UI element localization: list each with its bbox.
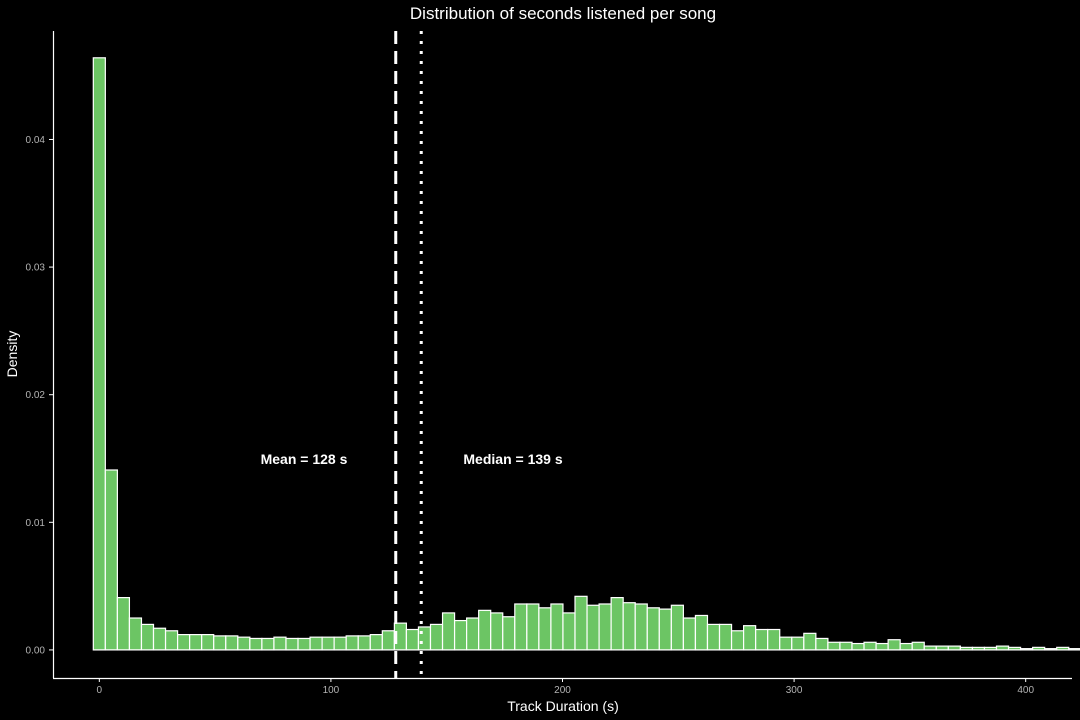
median-annotation: Median = 139 s	[463, 451, 562, 467]
x-tick-label: 300	[786, 685, 803, 696]
histogram-bar	[718, 623, 733, 651]
x-tick-label: 400	[1017, 685, 1034, 696]
y-tick-label: 0.02	[26, 390, 46, 401]
histogram-bar	[490, 612, 504, 651]
histogram-bar	[670, 604, 684, 651]
histogram-bar	[658, 608, 672, 651]
histogram-bar	[514, 603, 528, 651]
histogram-bar	[730, 630, 745, 651]
histogram-bar	[478, 609, 492, 651]
histogram-bar	[189, 634, 203, 651]
histogram-bar	[706, 623, 721, 651]
histogram-bar	[213, 635, 227, 651]
histogram-bar	[634, 603, 648, 651]
histogram-bar	[429, 623, 444, 651]
histogram-bar	[152, 627, 167, 651]
axes	[52, 31, 1072, 680]
histogram-bar	[140, 623, 155, 651]
histogram-bar	[526, 603, 540, 651]
histogram-bar	[116, 596, 131, 651]
x-tick-label: 200	[554, 685, 571, 696]
histogram-bar	[839, 641, 853, 651]
histogram-bar	[598, 603, 612, 651]
histogram-bar	[538, 607, 552, 651]
y-tick-label: 0.04	[26, 135, 46, 146]
histogram-bar	[369, 634, 383, 651]
histogram-bar	[550, 603, 564, 651]
histogram-bar	[899, 642, 913, 651]
y-axis-ticks: 0.00 0.01 0.02 0.03 0.04	[26, 135, 53, 656]
histogram-bar	[128, 617, 143, 651]
y-tick-label: 0.03	[26, 263, 46, 274]
histogram-bar	[803, 632, 817, 651]
histogram-bar	[1068, 648, 1080, 651]
histogram-bar	[453, 619, 468, 651]
histogram-bar	[177, 634, 191, 651]
histogram-bar	[441, 612, 456, 651]
x-tick-label: 100	[323, 685, 340, 696]
histogram-bar	[791, 636, 805, 651]
x-tick-label: 0	[97, 685, 103, 696]
histogram-bar	[273, 636, 287, 651]
histogram-bar	[767, 628, 781, 651]
histogram-bar	[755, 628, 769, 651]
histogram-bar	[610, 596, 624, 651]
histogram-bar	[309, 636, 323, 651]
x-axis-ticks: 0 100 200 300 400	[97, 678, 1034, 696]
mean-annotation: Mean = 128 s	[261, 451, 348, 467]
y-tick-label: 0.01	[26, 518, 46, 529]
histogram-bar	[92, 57, 106, 651]
histogram-bar	[779, 636, 793, 651]
chart-title: Distribution of seconds listened per son…	[410, 4, 716, 23]
histogram-bar	[357, 635, 371, 651]
histogram-bar	[333, 636, 347, 651]
x-axis-label: Track Duration (s)	[507, 698, 619, 714]
histogram-bar	[466, 617, 480, 651]
reference-lines	[394, 31, 423, 678]
y-axis-label: Density	[4, 331, 20, 378]
histogram-bar	[622, 602, 636, 651]
histogram-bar	[104, 469, 118, 651]
histogram-bar	[682, 617, 697, 651]
histogram-bar	[261, 637, 275, 651]
histogram-bar	[502, 616, 516, 651]
histogram-bar	[405, 628, 420, 651]
histogram-bar	[285, 637, 299, 651]
histogram-bar	[646, 607, 660, 651]
histogram-bar	[225, 635, 239, 651]
histogram-bar	[911, 641, 925, 651]
histogram-bar	[345, 635, 359, 651]
histogram-bar	[249, 637, 263, 651]
histogram-bar	[562, 612, 576, 651]
histogram-bar	[201, 634, 215, 651]
histogram-bar	[827, 641, 841, 651]
histogram-bars	[92, 57, 1080, 651]
histogram-bar	[237, 636, 251, 651]
histogram-bar	[815, 637, 829, 651]
histogram-bar	[381, 630, 395, 651]
histogram-bar	[164, 630, 179, 651]
histogram-bar	[574, 595, 588, 651]
y-tick-label: 0.00	[26, 645, 46, 656]
histogram-bar	[586, 604, 600, 651]
histogram-bar	[417, 626, 432, 651]
histogram-bar	[694, 614, 709, 651]
histogram-bar	[887, 639, 901, 651]
histogram-bar	[863, 641, 877, 651]
histogram-bar	[742, 625, 757, 651]
histogram-bar	[875, 642, 889, 651]
histogram-bar	[851, 642, 865, 651]
histogram-bar	[321, 636, 335, 651]
histogram-bar	[297, 637, 311, 651]
